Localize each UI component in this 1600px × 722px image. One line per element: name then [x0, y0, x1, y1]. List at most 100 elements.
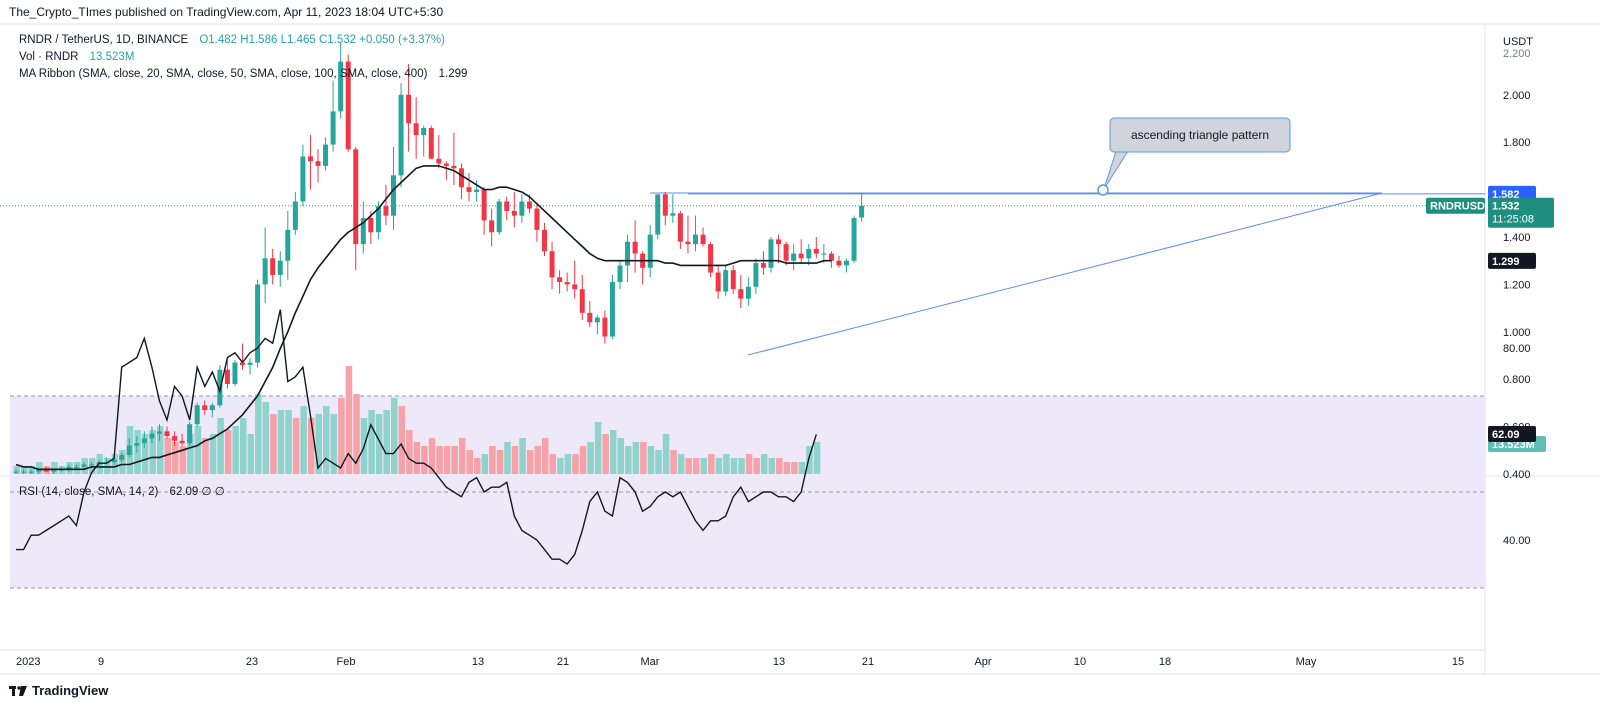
tradingview-label: TradingView — [32, 683, 109, 698]
volume-bar — [625, 446, 632, 474]
volume-bar — [202, 438, 209, 474]
candle-body — [760, 263, 766, 268]
close-value: C1.532 — [318, 34, 357, 46]
ma-label[interactable]: MA Ribbon (SMA, close, 20, SMA, close, 5… — [19, 68, 428, 80]
time-tick-label: Apr — [974, 656, 991, 668]
candle-body — [315, 161, 321, 166]
volume-bar — [141, 434, 149, 474]
price-tick-label: 1.800 — [1503, 137, 1531, 149]
candle-body — [194, 405, 200, 425]
last-price-tag-bg — [1488, 197, 1554, 228]
rsi-price-tag-text: 62.09 — [1492, 429, 1520, 441]
volume-bar — [164, 438, 171, 474]
volume-bar — [149, 430, 156, 474]
volume-bar — [526, 450, 534, 474]
candle-body — [111, 459, 117, 463]
candle-body — [730, 270, 736, 290]
volume-bar — [617, 438, 624, 474]
candle-body — [443, 163, 449, 166]
rsi-tick-label: 40.00 — [1503, 535, 1531, 547]
volume-bar — [209, 434, 217, 474]
volume-value: 13.523M — [89, 51, 135, 63]
rsi-label[interactable]: RSI (14, close, SMA, 14, 2) — [19, 486, 159, 498]
candle-body — [745, 286, 751, 299]
candle-body — [307, 156, 313, 162]
price-tick-label: 1.400 — [1503, 232, 1531, 244]
volume-bar — [481, 454, 489, 474]
candle-body — [670, 213, 676, 216]
volume-bar — [111, 454, 119, 474]
candle-body — [798, 253, 804, 259]
candle-body — [844, 260, 849, 266]
volume-bar — [353, 394, 360, 474]
candle-body — [209, 405, 215, 411]
volume-bar — [315, 414, 322, 474]
candle-body — [685, 241, 691, 245]
volume-label[interactable]: Vol · RNDR — [19, 51, 79, 63]
candle-body — [466, 187, 472, 192]
volume-bar — [715, 458, 723, 474]
volume-bar — [338, 398, 345, 474]
volume-bar — [685, 458, 692, 474]
volume-bar — [791, 462, 798, 474]
volume-bar — [723, 454, 730, 474]
candle-body — [202, 405, 208, 411]
callout-text: ascending triangle pattern — [1131, 128, 1269, 142]
volume-bar — [255, 394, 262, 474]
candle-body — [768, 239, 774, 268]
candle-body — [708, 244, 714, 273]
candle-body — [156, 431, 162, 434]
volume-bar — [693, 458, 700, 474]
ma-line — [15, 165, 832, 471]
volume-bar — [391, 398, 398, 474]
volume-bar — [156, 426, 164, 474]
price-tick-label: 0.400 — [1503, 469, 1531, 481]
volume-bar — [594, 422, 602, 474]
candle-body — [51, 469, 57, 472]
candle-body — [406, 94, 412, 124]
price-tick-label: 2.000 — [1503, 90, 1531, 102]
candle-body — [602, 317, 608, 337]
candle-body — [398, 94, 404, 176]
time-tick-label: 13 — [773, 656, 785, 668]
candle-body — [542, 229, 547, 252]
rsi-value: 62.09 — [169, 486, 199, 498]
volume-bar — [73, 462, 81, 474]
ma-value: 1.299 — [438, 68, 468, 80]
symbol-legend: RNDR / TetherUS, 1D, BINANCE O1.482 H1.5… — [19, 34, 445, 46]
volume-bar — [179, 446, 187, 474]
volume-bar — [806, 446, 813, 474]
volume-bar — [323, 406, 330, 474]
symbol-price-tag: RNDRUSDT — [1426, 197, 1492, 214]
time-tick-label: 18 — [1159, 656, 1171, 668]
tradingview-logo[interactable]: TradingView — [9, 683, 108, 698]
ma-price-tag: 1.299 — [1488, 252, 1536, 269]
symbol-label[interactable]: RNDR / TetherUS, 1D, BINANCE — [19, 34, 189, 46]
volume-bar — [187, 434, 194, 474]
volume-bar — [270, 414, 277, 474]
candle-body — [383, 206, 389, 216]
candle-body — [89, 464, 94, 466]
volume-bar — [436, 446, 443, 474]
volume-bar — [534, 446, 541, 474]
candle-body — [715, 272, 721, 292]
candle-body — [655, 194, 661, 235]
candle-body — [723, 270, 729, 292]
candle-body — [66, 466, 72, 470]
rsi-extra: ∅ ∅ — [201, 486, 225, 498]
volume-bar — [579, 446, 587, 474]
candle-body — [496, 201, 502, 233]
volume-bar — [406, 430, 413, 474]
candle-body — [187, 424, 193, 444]
candle-body — [632, 241, 638, 254]
volume-bar — [262, 402, 270, 474]
candle-body — [270, 258, 276, 275]
callout-box — [1109, 117, 1291, 153]
time-tick-label: May — [1296, 656, 1317, 668]
volume-bar — [677, 454, 685, 474]
time-tick-label: 10 — [1074, 656, 1086, 668]
price-axis-unit: USDT — [1503, 36, 1533, 48]
candle-body — [677, 213, 683, 242]
candle-body — [776, 239, 782, 245]
